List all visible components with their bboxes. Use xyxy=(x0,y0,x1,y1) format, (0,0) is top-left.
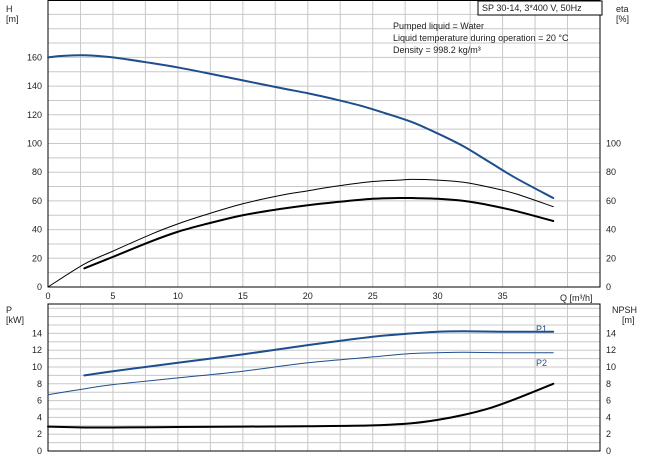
series-line-P2 xyxy=(47,351,554,396)
eta-tick-label: 100 xyxy=(606,139,621,149)
power-tick-label: 2 xyxy=(37,429,42,439)
x-tick-label: 5 xyxy=(110,291,115,301)
top-panel-axes xyxy=(47,0,601,288)
head-tick-label: 100 xyxy=(27,139,42,149)
pump-title-box xyxy=(477,0,603,16)
power-tick-label: 4 xyxy=(37,412,42,422)
head-tick-label: 120 xyxy=(27,110,42,120)
bottom-panel-series xyxy=(47,330,555,429)
series-line-NPSH xyxy=(47,382,555,429)
npsh-tick-label: 6 xyxy=(606,396,611,406)
power-tick-label: 14 xyxy=(32,328,42,338)
npsh-tick-label: 0 xyxy=(606,446,611,456)
npsh-axis-symbol: NPSH xyxy=(612,305,637,315)
series-label-p1: P1 xyxy=(536,324,547,334)
npsh-tick-label: 10 xyxy=(606,362,616,372)
x-tick-label: 30 xyxy=(433,291,443,301)
series-label-p2: P2 xyxy=(536,358,547,368)
x-tick-label: 20 xyxy=(303,291,313,301)
top-panel-series xyxy=(47,54,555,288)
top-panel-frame xyxy=(47,0,601,288)
power-tick-label: 12 xyxy=(32,345,42,355)
eta-axis-symbol: eta xyxy=(616,4,629,14)
x-tick-label: 25 xyxy=(368,291,378,301)
flow-axis-label: Q [m³/h] xyxy=(560,293,593,303)
power-tick-label: 6 xyxy=(37,396,42,406)
power-tick-label: 0 xyxy=(37,446,42,456)
eta-tick-label: 40 xyxy=(606,225,616,235)
power-tick-label: 8 xyxy=(37,379,42,389)
head-axis-unit: [m] xyxy=(6,14,19,24)
pump-title: SP 30-14, 3*400 V, 50Hz xyxy=(482,3,582,13)
series-line-head xyxy=(47,54,555,200)
x-tick-label: 15 xyxy=(238,291,248,301)
npsh-tick-label: 2 xyxy=(606,429,611,439)
npsh-tick-label: 4 xyxy=(606,412,611,422)
head-axis-symbol: H xyxy=(6,4,13,14)
npsh-axis-unit: [m] xyxy=(622,315,635,325)
eta-tick-label: 0 xyxy=(606,282,611,292)
x-tick-label: 10 xyxy=(173,291,183,301)
top-panel-grid xyxy=(48,0,600,287)
info-liquid-temperature: Liquid temperature during operation = 20… xyxy=(393,33,569,43)
series-line-P1 xyxy=(83,330,555,377)
info-pumped-liquid: Pumped liquid = Water xyxy=(393,21,484,31)
power-tick-label: 10 xyxy=(32,362,42,372)
head-tick-label: 0 xyxy=(37,282,42,292)
npsh-tick-label: 14 xyxy=(606,328,616,338)
head-tick-label: 80 xyxy=(32,167,42,177)
bottom-panel-grid xyxy=(48,304,600,451)
head-tick-label: 60 xyxy=(32,196,42,206)
power-axis-symbol: P xyxy=(6,305,12,315)
x-tick-label: 35 xyxy=(498,291,508,301)
npsh-tick-label: 8 xyxy=(606,379,611,389)
eta-tick-label: 20 xyxy=(606,253,616,263)
head-tick-label: 40 xyxy=(32,225,42,235)
bottom-panel-frame xyxy=(47,303,601,452)
info-density: Density = 998.2 kg/m³ xyxy=(393,45,481,55)
tick-labels: 0 5 10 15 20 25 30 3502040608010012014016002040… xyxy=(27,52,621,456)
head-tick-label: 140 xyxy=(27,81,42,91)
eta-tick-label: 80 xyxy=(606,167,616,177)
power-axis-unit: [kW] xyxy=(6,315,24,325)
eta-tick-label: 60 xyxy=(606,196,616,206)
npsh-tick-label: 12 xyxy=(606,345,616,355)
series-line-efficiency_hydraulic xyxy=(47,178,554,288)
x-tick-label: 0 xyxy=(45,291,50,301)
head-tick-label: 20 xyxy=(32,253,42,263)
series-line-efficiency_total xyxy=(83,196,555,270)
head-tick-label: 160 xyxy=(27,52,42,62)
bottom-panel-axes xyxy=(47,303,601,452)
eta-axis-unit: [%] xyxy=(616,14,629,24)
